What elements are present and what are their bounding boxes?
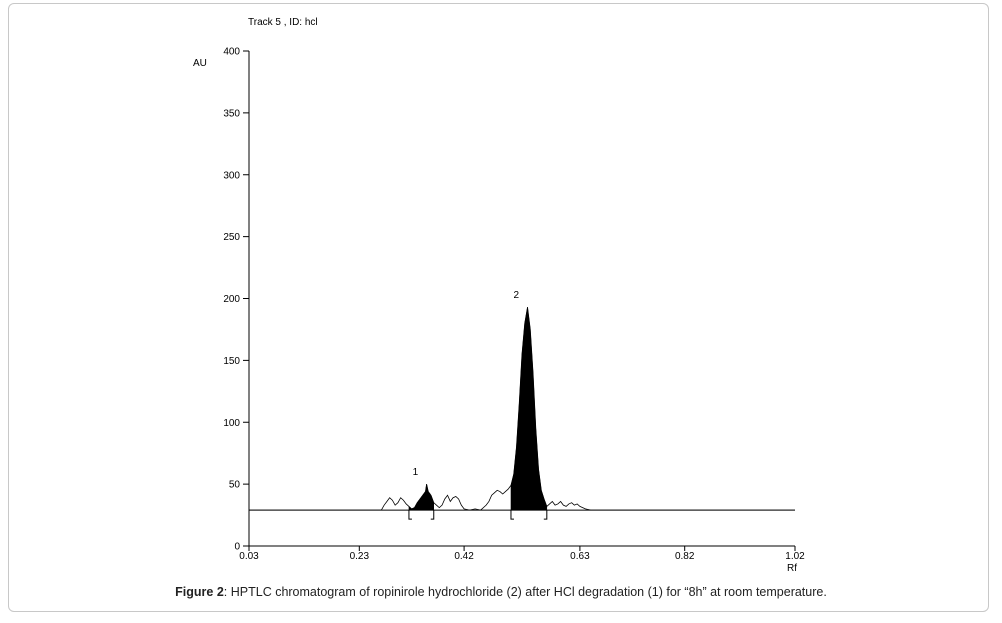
signal-line <box>249 307 795 511</box>
caption-label: Figure 2 <box>175 585 224 599</box>
x-tick-label: 0.82 <box>675 551 695 562</box>
x-axis-label: Rf <box>787 563 797 574</box>
peak-2-end-bracket <box>543 510 548 520</box>
y-tick-label: 400 <box>223 47 240 58</box>
caption-text: : HPTLC chromatogram of ropinirole hydro… <box>223 585 827 599</box>
x-tick-label: 0.63 <box>570 551 590 562</box>
y-tick-label: 200 <box>223 294 240 305</box>
y-tick-label: 0 <box>234 542 240 553</box>
y-tick-label: 50 <box>229 480 241 491</box>
peak-2-start-bracket <box>510 510 514 520</box>
peak-1-end-bracket <box>430 510 435 520</box>
y-tick-label: 300 <box>223 170 240 181</box>
figure-caption: Figure 2: HPTLC chromatogram of ropiniro… <box>0 585 1002 599</box>
x-tick-label: 0.23 <box>350 551 370 562</box>
peak-1-start-bracket <box>408 510 412 520</box>
x-tick-label: 0.03 <box>239 551 259 562</box>
y-tick-label: 150 <box>223 356 240 367</box>
x-tick-label: 1.02 <box>785 551 805 562</box>
y-axis-label: AU <box>193 58 207 69</box>
y-tick-label: 350 <box>223 108 240 119</box>
chart-title: Track 5 , ID: hcl <box>248 17 318 28</box>
peak-1-label: 1 <box>413 467 419 478</box>
y-tick-label: 100 <box>223 418 240 429</box>
chromatogram-chart: 0 50 100 150 200 250 300 350 400 0.03 0.23 0.42 0.63… <box>193 17 805 574</box>
y-tick-label: 250 <box>223 232 240 243</box>
peak-2-label: 2 <box>514 290 520 301</box>
x-tick-label: 0.42 <box>454 551 474 562</box>
peak-2-area <box>510 307 548 511</box>
